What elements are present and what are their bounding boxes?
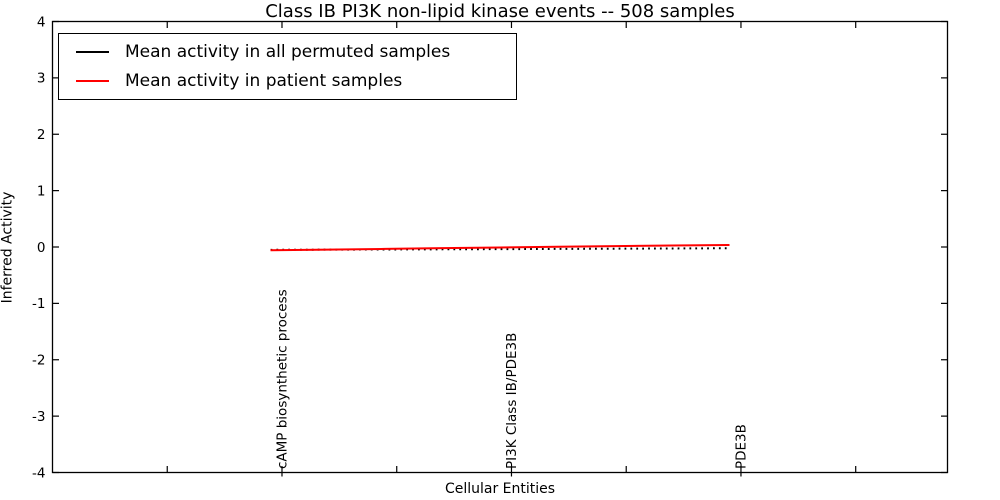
legend-line-sample [76, 51, 109, 54]
legend-item-label: Mean activity in all permuted samples [125, 42, 451, 63]
legend-item-permuted: Mean activity in all permuted samples [59, 42, 516, 62]
x-tick-label-rotated: PI3K Class IB/PDE3B [504, 333, 520, 469]
x-tick-label-rotated: PDE3B [733, 424, 749, 469]
chart-title: Class IB PI3K non-lipid kinase events --… [265, 1, 735, 22]
x-axis-label: Cellular Entities [444, 481, 556, 497]
legend-line-sample [76, 79, 109, 82]
y-tick-label: -1 [32, 296, 45, 312]
y-tick-label: 3 [37, 71, 46, 87]
y-tick-label: 1 [37, 183, 46, 199]
legend-item-patient: Mean activity in patient samples [59, 71, 516, 91]
y-axis-label: Inferred Activity [0, 191, 16, 304]
series-line-patient [270, 244, 730, 252]
x-tick-label-rotated: cAMP biosynthetic process [274, 289, 290, 469]
legend-item-label: Mean activity in patient samples [125, 70, 403, 91]
legend: Mean activity in all permuted samples Me… [58, 33, 517, 100]
y-tick-label: -3 [32, 409, 45, 425]
y-tick-label: 0 [37, 240, 46, 256]
y-tick-label: 2 [37, 127, 46, 143]
y-tick-label: -4 [32, 465, 45, 481]
y-tick-label: 4 [37, 14, 46, 30]
y-tick-label: -2 [32, 353, 45, 369]
